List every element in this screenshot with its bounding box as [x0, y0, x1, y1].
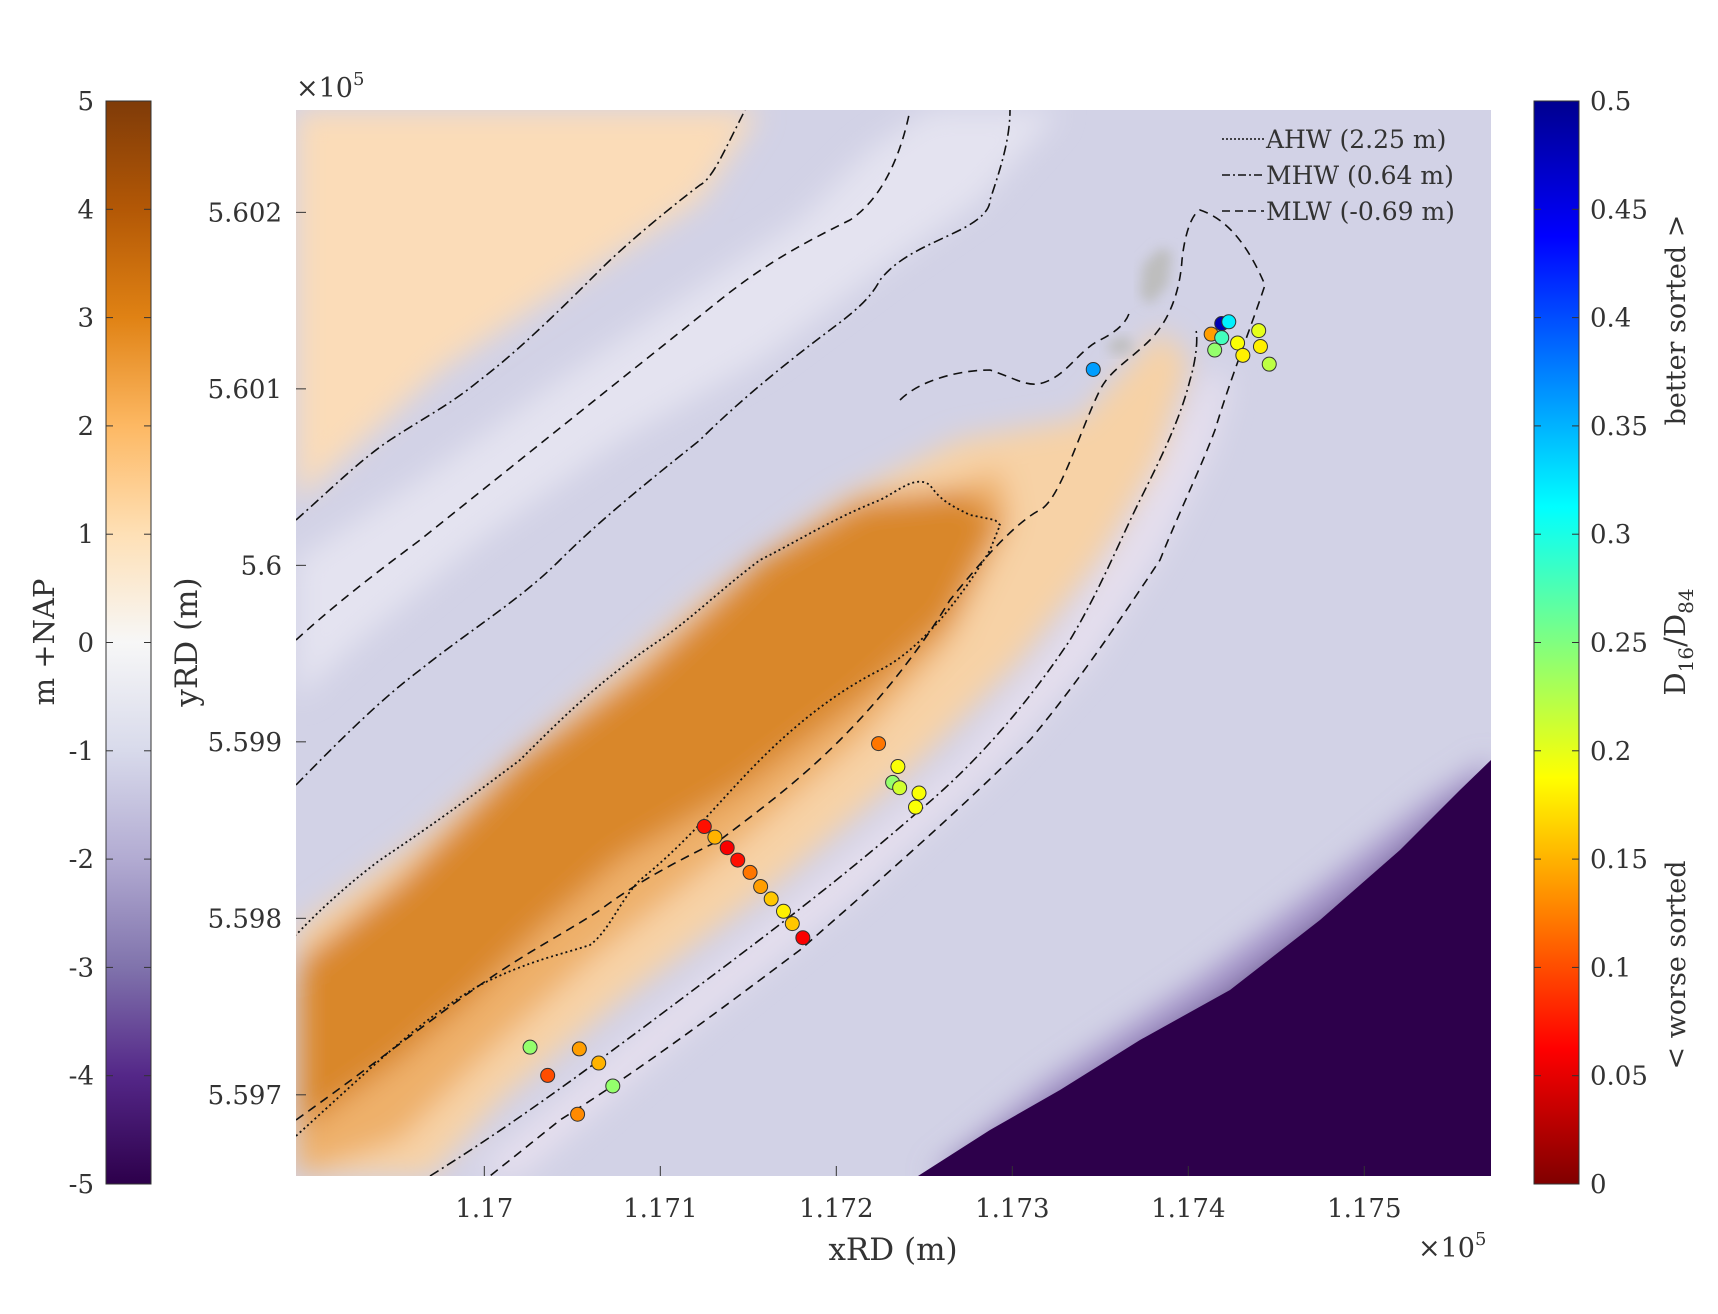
sample-point: [730, 852, 746, 868]
sample-point: [890, 759, 906, 775]
y-tick-label: 5.597: [208, 1081, 282, 1111]
legend: AHW (2.25 m) MHW (0.64 m) MLW (-0.69 m): [1222, 125, 1455, 226]
bathymetry-map: [296, 110, 1491, 1176]
sample-point: [1261, 356, 1277, 372]
sorting-colorbar-ticks: 0.5 0.45 0.4 0.35 0.3 0.25 0.2 0.15 0.1 0.05 0: [1534, 87, 1648, 1200]
x-axis: 1.17 1.171 1.172 1.173 1.174 1.175: [455, 1166, 1402, 1224]
elevation-colorbar-tick-label: 4: [77, 195, 94, 225]
sample-point: [1252, 338, 1268, 354]
sorting-colorbar-tick-label: 0.25: [1590, 629, 1648, 659]
elevation-colorbar-tick-label: 3: [77, 304, 94, 334]
sample-point: [570, 1106, 586, 1122]
elevation-colorbar-ticks: 5 4 3 2 1 0 -1 -2 -3 -4 -5: [69, 87, 151, 1200]
ahw-contour: [296, 480, 1002, 1137]
sample-point: [591, 1055, 607, 1071]
y-multiplier: ×105: [296, 69, 364, 104]
legend-mlw-label: MLW (-0.69 m): [1266, 197, 1455, 226]
sample-point: [696, 819, 712, 835]
sample-point: [784, 916, 800, 932]
sample-point: [776, 903, 792, 919]
sample-point: [707, 829, 723, 845]
sorting-colorbar-tick-label: 0.35: [1590, 412, 1648, 442]
y-axis: 5.597 5.598 5.599 5.6 5.601 5.602: [208, 198, 306, 1111]
sample-point: [907, 799, 923, 815]
sample-point: [892, 780, 908, 796]
elevation-colorbar-tick-label: -5: [69, 1170, 94, 1200]
x-tick-label: 1.175: [1327, 1194, 1401, 1224]
x-tick-label: 1.173: [975, 1194, 1049, 1224]
y-tick-label: 5.598: [208, 904, 282, 934]
sorting-colorbar-label: D16/D84: [1658, 588, 1698, 695]
x-tick-label: 1.171: [623, 1194, 697, 1224]
elevation-colorbar-tick-label: 5: [77, 87, 94, 117]
sample-point: [795, 930, 811, 946]
elevation-colorbar-tick-label: -4: [69, 1062, 94, 1092]
sorting-colorbar-tick-label: 0.2: [1590, 737, 1631, 767]
sample-point: [742, 864, 758, 880]
sample-point: [763, 891, 779, 907]
sorting-colorbar-tick-label: 0: [1590, 1170, 1607, 1200]
sample-point: [1085, 361, 1101, 377]
sorting-colorbar: 0.5 0.45 0.4 0.35 0.3 0.25 0.2 0.15 0.1 0.05 0 D16…: [1533, 87, 1698, 1200]
legend-mhw-label: MHW (0.64 m): [1266, 161, 1454, 190]
sample-point: [540, 1067, 556, 1083]
elevation-colorbar-label: m +NAP: [27, 579, 61, 706]
y-tick-label: 5.602: [208, 198, 282, 228]
sample-point: [1214, 330, 1230, 346]
sorting-colorbar-tick-label: 0.5: [1590, 87, 1631, 117]
x-tick-label: 1.172: [799, 1194, 873, 1224]
y-tick-label: 5.599: [208, 728, 282, 758]
sample-point: [1221, 314, 1237, 330]
sample-point: [1207, 342, 1223, 358]
elevation-colorbar-tick-label: 2: [77, 412, 94, 442]
sample-point: [522, 1039, 538, 1055]
elevation-colorbar-tick-label: 0: [77, 629, 94, 659]
x-axis-label: xRD (m): [828, 1232, 957, 1268]
sample-point: [571, 1041, 587, 1057]
sample-point: [719, 840, 735, 856]
elevation-colorbar-tick-label: -2: [69, 845, 94, 875]
elevation-colorbar-tick-label: -1: [69, 737, 94, 767]
sorting-colorbar-gradient: [1533, 100, 1580, 1185]
mhw-contour: [296, 110, 1198, 1176]
sample-point: [1251, 323, 1267, 339]
y-axis-label: yRD (m): [169, 577, 205, 707]
x-multiplier: ×105: [1418, 1229, 1486, 1264]
sample-points: [522, 314, 1277, 1122]
sample-point: [911, 785, 927, 801]
y-tick-label: 5.6: [241, 551, 282, 581]
sorting-colorbar-tick-label: 0.3: [1590, 520, 1631, 550]
sample-point: [1235, 347, 1251, 363]
better-sorted-label: better sorted >: [1661, 215, 1692, 426]
sorting-colorbar-tick-label: 0.15: [1590, 845, 1648, 875]
elevation-colorbar-tick-label: 1: [77, 520, 94, 550]
sample-point: [871, 736, 887, 752]
sample-point: [605, 1078, 621, 1094]
sorting-colorbar-tick-label: 0.1: [1590, 953, 1631, 983]
x-tick-label: 1.17: [455, 1194, 513, 1224]
worse-sorted-label: < worse sorted: [1661, 860, 1692, 1069]
sorting-colorbar-tick-label: 0.05: [1590, 1062, 1648, 1092]
y-tick-label: 5.601: [208, 375, 282, 405]
x-tick-label: 1.174: [1151, 1194, 1225, 1224]
sorting-colorbar-tick-label: 0.45: [1590, 195, 1648, 225]
sample-point: [1230, 335, 1246, 351]
map-plot: 1.17 1.171 1.172 1.173 1.174 1.175 5.597 5.598…: [169, 69, 1491, 1268]
elevation-colorbar-gradient: [105, 100, 152, 1185]
sorting-colorbar-tick-label: 0.4: [1590, 304, 1631, 334]
mlw-contour: [296, 110, 1266, 1176]
legend-ahw-label: AHW (2.25 m): [1265, 125, 1446, 154]
elevation-colorbar: 5 4 3 2 1 0 -1 -2 -3 -4 -5 m +NAP: [27, 87, 152, 1200]
elevation-colorbar-tick-label: -3: [69, 953, 94, 983]
sample-point: [753, 879, 769, 895]
